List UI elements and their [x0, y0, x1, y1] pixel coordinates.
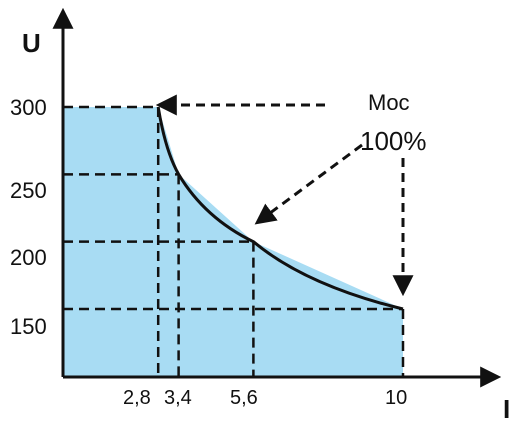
- annotation-arrows: [155, 94, 414, 297]
- y-tick-250: 250: [10, 178, 47, 203]
- annotation-100-percent: 100%: [360, 126, 427, 156]
- y-tick-300: 300: [10, 95, 47, 120]
- power-curve: [156, 106, 404, 311]
- arrow-to-curve: [254, 143, 363, 225]
- axes-layer: [52, 7, 502, 388]
- annotation-moc: Moc: [368, 90, 410, 115]
- curve-layer: [156, 106, 404, 311]
- x-tick-5-6: 5,6: [230, 387, 258, 409]
- y-axis-label: U: [22, 28, 41, 58]
- y-tick-200: 200: [10, 245, 47, 270]
- x-tick-3-4: 3,4: [164, 387, 192, 409]
- x-axis-label: I: [503, 394, 510, 424]
- y-tick-150: 150: [10, 314, 47, 339]
- x-tick-10: 10: [385, 387, 407, 409]
- guides-layer: [63, 105, 405, 377]
- x-tick-2-8: 2,8: [123, 387, 151, 409]
